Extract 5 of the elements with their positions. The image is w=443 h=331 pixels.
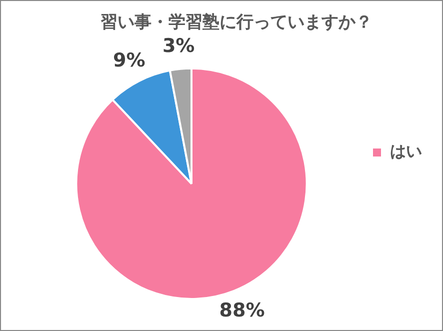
data-label: 9% — [113, 49, 146, 72]
legend-label: はい — [390, 142, 422, 161]
data-label: 3% — [162, 34, 195, 57]
chart-title: 習い事・学習塾に行っていますか？ — [100, 12, 372, 33]
data-label: 88% — [219, 299, 265, 322]
